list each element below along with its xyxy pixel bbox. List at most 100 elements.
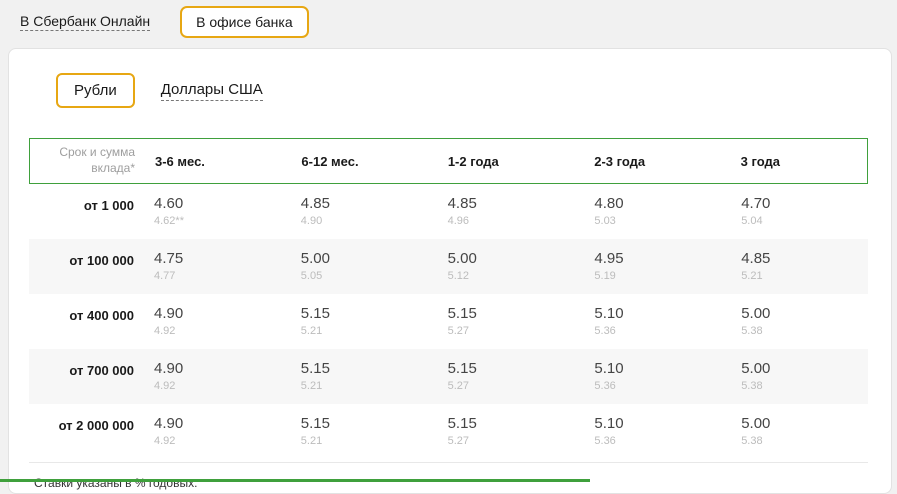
row-label: от 2 000 000 xyxy=(58,418,134,433)
rate-sub: 5.36 xyxy=(594,435,616,447)
rate-sub: 4.92 xyxy=(154,325,176,337)
currency-tab-rub[interactable]: Рубли xyxy=(56,73,135,108)
rate-cell: 5.10 5.36 xyxy=(574,360,721,392)
rate-cell: 5.00 5.05 xyxy=(281,250,428,282)
rate-sub: 5.04 xyxy=(741,215,763,227)
rate-cell: 5.00 5.12 xyxy=(428,250,575,282)
rate-cell: 5.00 5.38 xyxy=(721,415,868,447)
rate-main: 5.15 xyxy=(300,305,330,322)
rate-main: 5.15 xyxy=(300,415,330,432)
column-header-1-2-years: 1-2 года xyxy=(447,153,499,169)
rate-sub: 5.27 xyxy=(447,435,470,447)
column-header-2-3-years: 2-3 года xyxy=(594,153,646,169)
rate-cell: 5.15 5.27 xyxy=(428,415,575,447)
rate-main: 5.00 xyxy=(447,250,477,267)
rate-main: 4.95 xyxy=(594,250,624,267)
rate-sub: 5.21 xyxy=(300,380,323,392)
table-header-row: Срок и сумма вклада* 3-6 мес. 6-12 мес. … xyxy=(29,138,868,184)
rate-sub: 4.90 xyxy=(300,215,323,227)
row-label: от 100 000 xyxy=(69,253,134,268)
rate-sub: 5.12 xyxy=(447,270,470,282)
rate-cell: 4.90 4.92 xyxy=(134,360,281,392)
rate-sub: 5.03 xyxy=(594,215,616,227)
rate-sub: 4.96 xyxy=(447,215,470,227)
table-row: от 400 000 4.90 4.92 5.15 5.21 5.15 5.27… xyxy=(29,294,868,349)
rate-main: 4.90 xyxy=(154,415,184,432)
column-header-3-6-months: 3-6 мес. xyxy=(155,153,205,169)
table-row: от 1 000 4.60 4.62** 4.85 4.90 4.85 4.96… xyxy=(29,184,868,239)
rate-main: 5.15 xyxy=(447,305,477,322)
rate-main: 4.90 xyxy=(154,305,184,322)
rate-sub: 4.92 xyxy=(154,380,176,392)
table-row: от 700 000 4.90 4.92 5.15 5.21 5.15 5.27… xyxy=(29,349,868,404)
rate-main: 5.15 xyxy=(447,360,477,377)
rate-main: 5.10 xyxy=(594,360,624,377)
rates-card: Рубли Доллары США Срок и сумма вклада* 3… xyxy=(8,48,892,494)
rate-cell: 5.15 5.21 xyxy=(281,305,428,337)
rate-sub: 4.77 xyxy=(154,270,176,282)
rate-sub: 5.36 xyxy=(594,325,616,337)
rate-main: 5.00 xyxy=(741,360,771,377)
rate-sub: 5.27 xyxy=(447,325,470,337)
rate-cell: 4.85 5.21 xyxy=(721,250,868,282)
rate-cell: 4.75 4.77 xyxy=(134,250,281,282)
corner-label: Срок и сумма вклада* xyxy=(59,145,135,175)
rate-cell: 4.85 4.96 xyxy=(428,195,575,227)
rate-sub: 5.38 xyxy=(741,435,763,447)
rate-sub: 5.38 xyxy=(741,325,763,337)
rate-cell: 5.15 5.27 xyxy=(428,360,575,392)
table-row: от 100 000 4.75 4.77 5.00 5.05 5.00 5.12… xyxy=(29,239,868,294)
channel-switch: В Сбербанк Онлайн В офисе банка xyxy=(0,0,897,44)
rate-sub: 5.38 xyxy=(741,380,763,392)
rate-sub: 5.21 xyxy=(300,435,323,447)
rate-cell: 5.15 5.21 xyxy=(281,360,428,392)
rate-main: 5.00 xyxy=(741,305,771,322)
currency-switch: Рубли Доллары США xyxy=(9,49,891,108)
rate-cell: 5.10 5.36 xyxy=(574,305,721,337)
rate-main: 5.10 xyxy=(594,305,624,322)
table-row: от 2 000 000 4.90 4.92 5.15 5.21 5.15 5.… xyxy=(29,404,868,459)
rate-main: 4.90 xyxy=(154,360,184,377)
rate-main: 5.10 xyxy=(594,415,624,432)
table-footer-divider xyxy=(29,462,868,463)
rate-cell: 5.00 5.38 xyxy=(721,305,868,337)
rate-cell: 5.15 5.21 xyxy=(281,415,428,447)
rate-main: 4.85 xyxy=(741,250,771,267)
rate-main: 4.70 xyxy=(741,195,771,212)
rate-sub: 5.21 xyxy=(741,270,763,282)
rate-main: 4.85 xyxy=(447,195,477,212)
rate-sub: 5.27 xyxy=(447,380,470,392)
rate-cell: 4.80 5.03 xyxy=(574,195,721,227)
rate-cell: 4.85 4.90 xyxy=(281,195,428,227)
rate-cell: 4.70 5.04 xyxy=(721,195,868,227)
rate-main: 4.60 xyxy=(154,195,184,212)
rate-sub: 4.62** xyxy=(154,215,184,227)
bottom-accent-line xyxy=(0,479,590,482)
rate-main: 5.15 xyxy=(447,415,477,432)
rate-main: 5.00 xyxy=(300,250,330,267)
currency-tab-usd[interactable]: Доллары США xyxy=(160,81,263,101)
rate-cell: 5.15 5.27 xyxy=(428,305,575,337)
footnote: Ставки указаны в % годовых. xyxy=(34,476,198,490)
rate-cell: 4.90 4.92 xyxy=(134,305,281,337)
row-label: от 700 000 xyxy=(69,363,134,378)
rate-sub: 5.05 xyxy=(300,270,323,282)
channel-tab-office[interactable]: В офисе банка xyxy=(180,6,309,38)
rates-table: Срок и сумма вклада* 3-6 мес. 6-12 мес. … xyxy=(29,138,868,459)
rate-sub: 5.19 xyxy=(594,270,616,282)
column-header-6-12-months: 6-12 мес. xyxy=(301,153,359,169)
rate-main: 4.75 xyxy=(154,250,184,267)
rate-sub: 5.36 xyxy=(594,380,616,392)
rate-main: 4.80 xyxy=(594,195,624,212)
column-header-3-years: 3 года xyxy=(740,153,780,169)
channel-tab-online[interactable]: В Сбербанк Онлайн xyxy=(20,13,151,31)
rate-cell: 4.90 4.92 xyxy=(134,415,281,447)
row-label: от 400 000 xyxy=(69,308,134,323)
rate-main: 5.00 xyxy=(741,415,771,432)
rate-sub: 5.21 xyxy=(300,325,323,337)
rate-main: 5.15 xyxy=(300,360,330,377)
rate-cell: 4.95 5.19 xyxy=(574,250,721,282)
rate-cell: 4.60 4.62** xyxy=(134,195,281,227)
rate-cell: 5.00 5.38 xyxy=(721,360,868,392)
row-label: от 1 000 xyxy=(83,198,134,213)
